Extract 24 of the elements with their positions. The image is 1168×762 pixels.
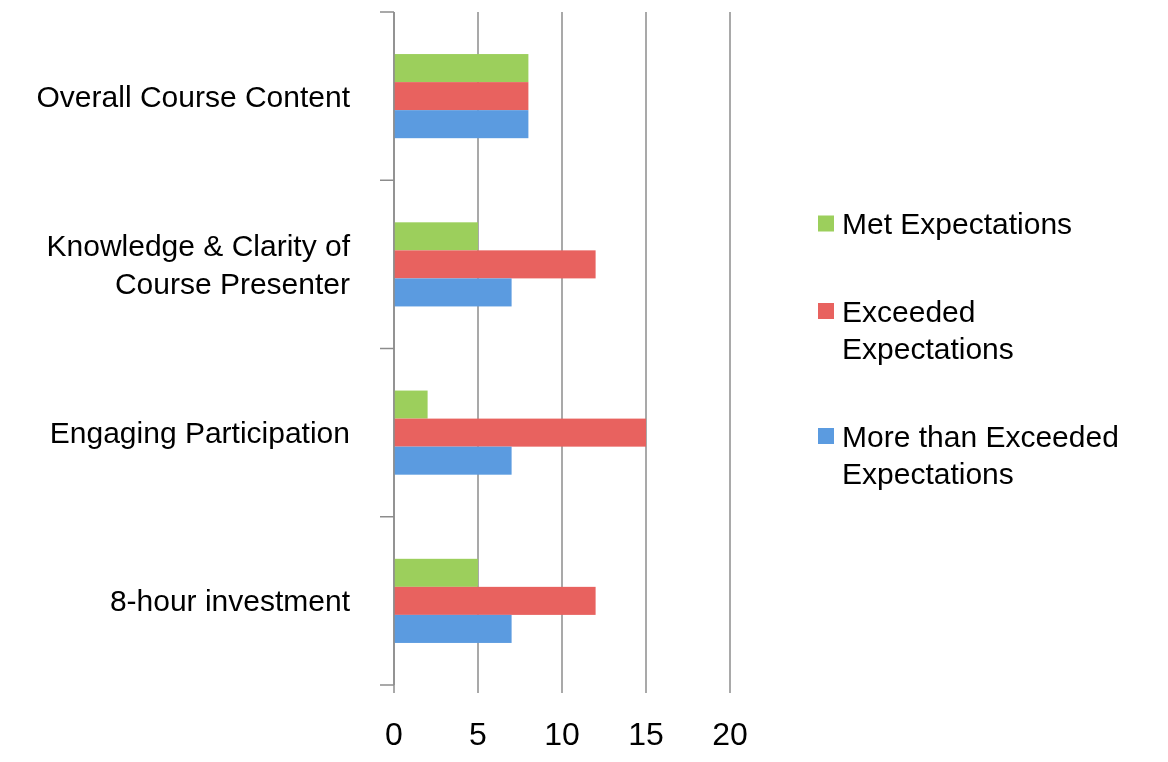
y-tick-label: 8-hour investment: [109, 584, 351, 618]
bar: [394, 278, 512, 307]
bar: [394, 558, 478, 587]
legend-label: Met Expectations: [842, 207, 1073, 240]
legend-label: More than Exceeded Expectations: [842, 419, 1119, 490]
bar: [394, 222, 478, 251]
bar: [394, 586, 596, 615]
x-tick-label: 20: [712, 716, 748, 752]
bar: [394, 446, 512, 475]
x-tick-label: 10: [544, 716, 580, 752]
bar: [394, 82, 529, 111]
legend-label: Exceeded Expectations: [842, 294, 1014, 365]
y-tick-label: Engaging Participation: [49, 416, 350, 450]
bar: [394, 614, 512, 643]
x-tick-label: 5: [469, 716, 487, 752]
bar: [394, 250, 596, 279]
bar: [394, 418, 646, 447]
x-tick-label: 0: [385, 716, 403, 752]
y-tick-label: Overall Course Content: [36, 79, 351, 113]
x-tick-label: 15: [628, 716, 664, 752]
bar: [394, 390, 428, 419]
bar: [394, 54, 529, 83]
y-tick-label: Knowledge & Clarity of Course Presenter: [46, 229, 351, 300]
bar: [394, 110, 529, 139]
